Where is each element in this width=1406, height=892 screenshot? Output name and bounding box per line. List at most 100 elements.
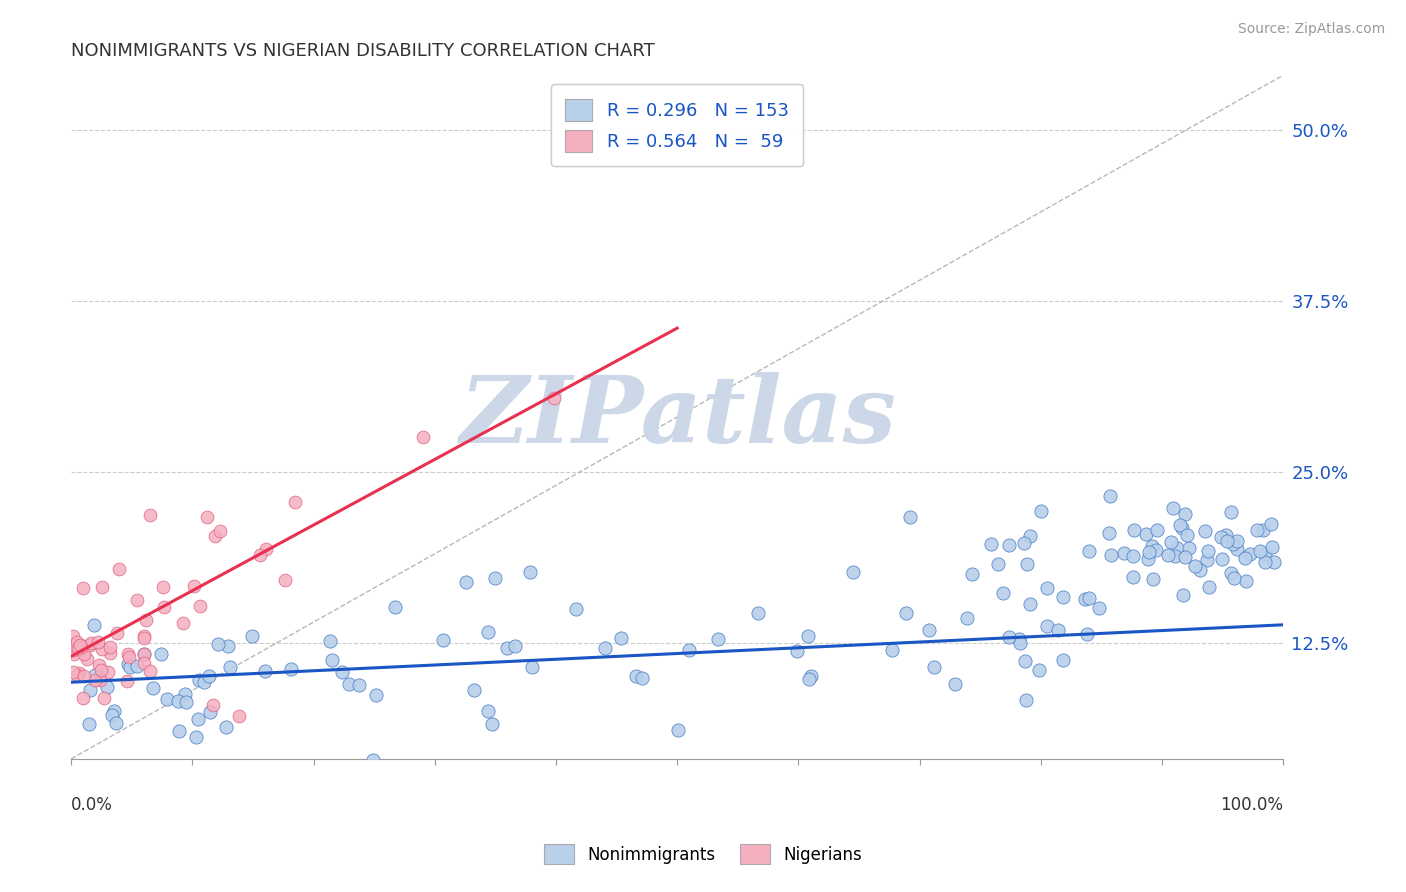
Point xyxy=(1078,544,1101,558)
Point xyxy=(98,640,121,654)
Point xyxy=(1171,588,1194,602)
Point xyxy=(76,652,98,666)
Point xyxy=(254,542,277,557)
Point xyxy=(321,653,343,667)
Point xyxy=(922,659,945,673)
Point xyxy=(1175,528,1198,542)
Point xyxy=(1198,580,1220,594)
Point xyxy=(1197,543,1219,558)
Point xyxy=(91,580,114,594)
Point xyxy=(172,616,194,631)
Point xyxy=(1215,528,1237,542)
Point xyxy=(1099,548,1122,562)
Point xyxy=(1263,556,1285,570)
Point xyxy=(167,694,190,708)
Point xyxy=(432,632,454,647)
Point xyxy=(1140,540,1163,554)
Point xyxy=(1194,524,1216,538)
Point xyxy=(463,682,485,697)
Point xyxy=(1122,570,1144,584)
Point xyxy=(318,634,340,648)
Point xyxy=(101,708,124,723)
Point xyxy=(167,724,190,739)
Point xyxy=(1135,527,1157,541)
Point xyxy=(609,631,631,645)
Point xyxy=(183,579,205,593)
Point xyxy=(361,753,384,767)
Point xyxy=(97,665,120,679)
Point xyxy=(104,715,127,730)
Point xyxy=(117,674,139,689)
Point xyxy=(624,669,647,683)
Point xyxy=(132,647,155,661)
Point xyxy=(135,613,157,627)
Point xyxy=(174,695,197,709)
Point xyxy=(1174,549,1197,564)
Point xyxy=(254,664,277,678)
Point xyxy=(139,508,162,522)
Point xyxy=(134,656,156,670)
Text: NONIMMIGRANTS VS NIGERIAN DISABILITY CORRELATION CHART: NONIMMIGRANTS VS NIGERIAN DISABILITY COR… xyxy=(72,42,655,60)
Point xyxy=(90,779,112,793)
Point xyxy=(96,680,118,694)
Point xyxy=(72,581,94,595)
Point xyxy=(841,565,863,579)
Point xyxy=(1137,551,1160,566)
Point xyxy=(87,635,110,649)
Point xyxy=(105,626,128,640)
Point xyxy=(153,599,176,614)
Point xyxy=(1146,523,1168,537)
Point xyxy=(998,538,1021,552)
Point xyxy=(943,677,966,691)
Point xyxy=(73,647,96,661)
Point xyxy=(481,717,503,731)
Point xyxy=(1260,516,1282,531)
Point xyxy=(142,681,165,695)
Point xyxy=(1036,619,1059,633)
Point xyxy=(1014,654,1036,668)
Point xyxy=(882,643,904,657)
Point xyxy=(62,629,84,643)
Point xyxy=(152,581,174,595)
Point xyxy=(1216,533,1239,548)
Point xyxy=(1254,547,1277,561)
Point xyxy=(1008,636,1031,650)
Point xyxy=(120,660,142,674)
Point xyxy=(1209,530,1232,544)
Point xyxy=(1164,549,1187,563)
Point xyxy=(1222,571,1244,585)
Point xyxy=(139,664,162,678)
Point xyxy=(1008,632,1031,646)
Point xyxy=(565,601,588,615)
Text: Source: ZipAtlas.com: Source: ZipAtlas.com xyxy=(1237,22,1385,37)
Point xyxy=(797,629,820,643)
Point xyxy=(69,640,91,655)
Point xyxy=(132,629,155,643)
Point xyxy=(1052,653,1074,667)
Point xyxy=(347,678,370,692)
Point xyxy=(1074,591,1097,606)
Point xyxy=(80,636,103,650)
Point xyxy=(186,730,208,744)
Point xyxy=(1036,581,1059,595)
Point xyxy=(280,662,302,676)
Point xyxy=(962,567,984,582)
Point xyxy=(207,637,229,651)
Point xyxy=(242,629,264,643)
Point xyxy=(1098,526,1121,541)
Point xyxy=(543,391,565,405)
Point xyxy=(678,643,700,657)
Point xyxy=(1166,541,1188,555)
Text: ZIPatlas: ZIPatlas xyxy=(458,372,896,462)
Point xyxy=(79,717,101,731)
Point xyxy=(93,691,115,706)
Point xyxy=(1160,534,1182,549)
Point xyxy=(1211,552,1233,566)
Point xyxy=(193,675,215,690)
Point xyxy=(132,632,155,646)
Point xyxy=(1249,544,1271,558)
Point xyxy=(79,683,101,698)
Point xyxy=(1170,521,1192,535)
Point xyxy=(103,704,125,718)
Point xyxy=(797,672,820,686)
